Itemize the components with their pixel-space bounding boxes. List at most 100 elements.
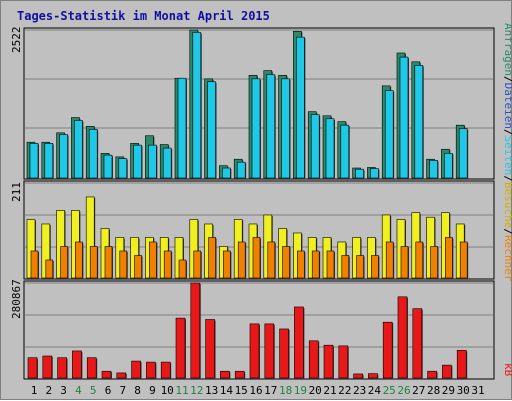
ytick-bottom: 280867 — [10, 279, 23, 319]
bar-seiten-day-8 — [133, 144, 142, 179]
bar-kb-day-27 — [412, 308, 423, 379]
x-label-day-2: 2 — [45, 384, 52, 397]
x-label-day-14: 14 — [220, 384, 234, 397]
bar-rechner-day-29 — [445, 237, 453, 279]
x-label-day-11: 11 — [175, 384, 188, 397]
bar-seiten-day-1 — [29, 143, 39, 179]
bar-kb-day-10 — [160, 361, 171, 379]
legend-seiten: Seiten — [502, 136, 512, 176]
bar-kb-day-24 — [368, 373, 378, 379]
bar-seiten-day-7 — [118, 158, 128, 179]
bar-seiten-day-4 — [74, 120, 83, 179]
x-label-day-10: 10 — [161, 384, 174, 397]
x-label-day-30: 30 — [457, 384, 470, 397]
bar-seiten-day-2 — [44, 143, 54, 179]
legend-dateien: Dateien — [502, 83, 512, 129]
bar-kb-day-13 — [205, 319, 215, 379]
legend-sep-1: / — [502, 76, 512, 83]
bar-seiten-day-11 — [177, 77, 187, 179]
x-label-day-15: 15 — [235, 384, 248, 397]
chart-title: Tages-Statistik im Monat April 2015 — [17, 9, 270, 23]
x-label-day-5: 5 — [90, 384, 97, 397]
x-label-day-1: 1 — [31, 384, 38, 397]
bar-rechner-day-19 — [297, 250, 305, 279]
bar-kb-day-23 — [353, 373, 363, 379]
bar-seiten-day-17 — [266, 74, 276, 179]
bar-rechner-day-30 — [459, 241, 468, 279]
x-label-day-12: 12 — [190, 384, 203, 397]
bar-kb-day-3 — [57, 357, 67, 379]
bar-rechner-day-6 — [104, 246, 113, 279]
bar-rechner-day-1 — [30, 250, 39, 279]
bar-kb-day-4 — [72, 350, 82, 379]
bar-rechner-day-18 — [282, 246, 290, 279]
x-label-day-25: 25 — [383, 384, 396, 397]
bar-rechner-day-22 — [341, 255, 350, 279]
bar-rechner-day-15 — [237, 241, 246, 279]
bar-kb-day-22 — [338, 345, 349, 379]
bar-rechner-day-26 — [400, 246, 409, 279]
bar-rechner-day-24 — [371, 255, 379, 279]
bar-seiten-day-6 — [103, 154, 113, 179]
bar-rechner-day-17 — [267, 241, 276, 279]
bar-rechner-day-23 — [356, 255, 364, 279]
x-label-day-16: 16 — [249, 384, 262, 397]
legend-anfragen: Anfragen — [502, 23, 512, 76]
bar-kb-day-16 — [249, 323, 260, 379]
x-label-day-26: 26 — [397, 384, 410, 397]
bar-rechner-day-2 — [45, 259, 54, 279]
bar-seiten-day-28 — [429, 160, 438, 179]
x-label-day-20: 20 — [309, 384, 322, 397]
bar-rechner-day-10 — [163, 250, 172, 279]
x-label-day-4: 4 — [75, 384, 82, 397]
x-label-day-21: 21 — [323, 384, 336, 397]
x-label-day-9: 9 — [149, 384, 156, 397]
bar-rechner-day-4 — [75, 241, 83, 279]
bar-seiten-day-18 — [281, 78, 290, 179]
x-label-day-18: 18 — [279, 384, 292, 397]
x-label-day-6: 6 — [105, 384, 112, 397]
bar-seiten-day-29 — [444, 153, 453, 179]
bar-kb-day-30 — [456, 349, 467, 379]
bar-rechner-day-27 — [415, 241, 424, 279]
x-label-day-23: 23 — [353, 384, 366, 397]
bar-kb-day-26 — [397, 296, 408, 379]
bar-seiten-day-9 — [148, 144, 157, 179]
x-label-day-22: 22 — [338, 384, 351, 397]
legend-besuche: Besuche — [502, 182, 512, 228]
bar-seiten-day-5 — [88, 128, 98, 179]
bar-seiten-day-26 — [399, 56, 409, 179]
bar-rechner-day-25 — [385, 241, 394, 279]
bar-kb-day-19 — [294, 306, 304, 379]
bar-rechner-day-5 — [89, 246, 98, 279]
x-label-day-17: 17 — [264, 384, 277, 397]
ytick-top: 2522 — [10, 27, 23, 54]
bars-layer — [26, 29, 469, 379]
legend-sep-2: / — [502, 129, 512, 136]
bar-rechner-day-8 — [134, 255, 142, 279]
bar-seiten-day-27 — [414, 65, 424, 179]
bar-seiten-day-10 — [162, 147, 172, 179]
bar-kb-day-20 — [308, 340, 319, 379]
bar-kb-day-21 — [323, 344, 334, 379]
bar-rechner-day-28 — [430, 246, 438, 279]
bar-seiten-day-23 — [355, 168, 364, 179]
x-label-day-29: 29 — [442, 384, 455, 397]
bar-kb-day-8 — [131, 360, 141, 379]
bar-rechner-day-14 — [223, 250, 231, 279]
bar-rechner-day-11 — [178, 259, 187, 279]
bar-seiten-day-14 — [222, 167, 231, 179]
bar-seiten-day-16 — [251, 78, 261, 179]
ytick-middle: 211 — [10, 182, 23, 202]
bar-kb-day-11 — [175, 317, 186, 379]
legend-rechner: Rechner — [502, 235, 512, 282]
bar-seiten-day-21 — [325, 118, 335, 179]
legend-kb: kB — [502, 363, 512, 377]
bar-rechner-day-20 — [311, 250, 320, 279]
bar-kb-day-5 — [86, 357, 97, 379]
legend-upper: Anfragen/Dateien/Seiten/Besuche/Rechner — [502, 23, 512, 282]
bar-rechner-day-7 — [119, 250, 128, 279]
x-axis-labels: 1 2 3 4 5 6 7 8 9 10 11 12 13 14 15 16 17 18 19 20 21 22 23 24 2… — [31, 384, 485, 397]
x-label-day-19: 19 — [294, 384, 307, 397]
